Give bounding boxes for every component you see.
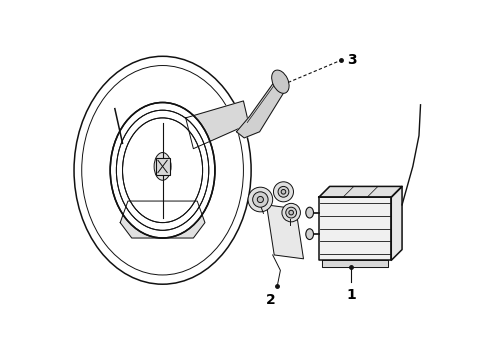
Polygon shape <box>392 186 402 260</box>
Ellipse shape <box>253 192 268 207</box>
Ellipse shape <box>154 153 171 180</box>
Polygon shape <box>319 186 402 197</box>
Polygon shape <box>186 101 249 149</box>
Text: 3: 3 <box>347 53 357 67</box>
Polygon shape <box>322 260 388 266</box>
Ellipse shape <box>278 186 289 197</box>
Polygon shape <box>120 201 205 238</box>
Ellipse shape <box>306 229 314 239</box>
Ellipse shape <box>281 189 286 194</box>
Ellipse shape <box>273 182 294 202</box>
Ellipse shape <box>248 187 273 212</box>
Ellipse shape <box>271 70 289 93</box>
Ellipse shape <box>257 197 264 203</box>
Ellipse shape <box>286 207 296 218</box>
Text: 1: 1 <box>346 288 356 302</box>
Ellipse shape <box>306 207 314 218</box>
Polygon shape <box>267 205 303 259</box>
Ellipse shape <box>110 103 215 238</box>
Ellipse shape <box>74 56 251 284</box>
Polygon shape <box>319 197 392 260</box>
Ellipse shape <box>289 210 294 215</box>
Text: 2: 2 <box>266 293 275 307</box>
FancyBboxPatch shape <box>156 158 170 175</box>
Polygon shape <box>237 78 288 138</box>
Ellipse shape <box>282 203 300 222</box>
